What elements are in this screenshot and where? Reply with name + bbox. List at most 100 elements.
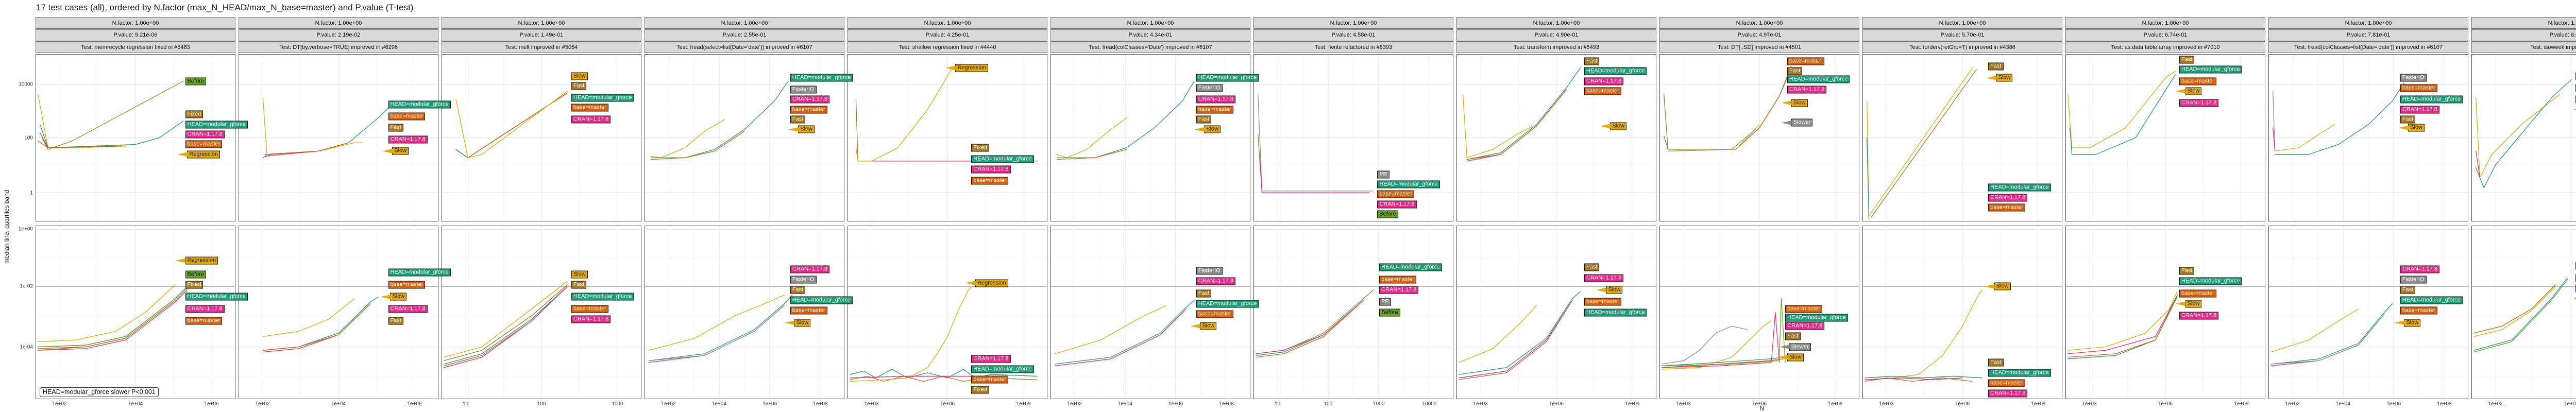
panel-grid <box>645 226 844 399</box>
series-label-before: Before <box>185 77 206 85</box>
strip-nfactor-9: N.factor: 1.00e+00 <box>1659 17 1859 29</box>
x-tick-label: 1e+08 <box>813 401 828 407</box>
strip-nfactor-8: N.factor: 1.00e+00 <box>1456 17 1656 29</box>
panel-col12-row2: CRAN=1.17.8 FasterIO Fast HEAD=modular_gfor… <box>2268 226 2468 399</box>
series-line <box>1664 95 1668 150</box>
series-label-fast: Fast <box>1988 62 2004 71</box>
series-label-head-modular-gforce: HEAD=modular_gforce <box>790 74 853 82</box>
series-line <box>1459 300 1572 378</box>
series-label-base-master: base=master <box>1785 305 1823 313</box>
series-line <box>1662 359 1783 368</box>
series-label-base-master: base=master <box>2179 77 2216 85</box>
strip-test-8: Test: transform improved in #5493 <box>1456 41 1656 53</box>
strip-test-4: Test: fread(select=list(Date='date')) im… <box>645 41 844 53</box>
series-line <box>38 141 126 148</box>
series-line <box>1459 291 1580 374</box>
series-line <box>2474 278 2567 351</box>
x-axis-label: N <box>1759 405 1765 412</box>
strip-test-5: Test: shallow regression fixed in #4440 <box>848 41 1047 53</box>
series-label-slow: Slow <box>784 319 811 327</box>
panel-grid <box>2472 226 2576 399</box>
series-label-fast: Fast <box>2400 115 2416 124</box>
series-label-slow: Slow <box>1190 322 1217 330</box>
series-label-fast: Fast <box>571 82 587 90</box>
series-label-cran-1-17-8: CRAN=1.17.8 <box>185 305 225 313</box>
series-label-cran-1-17-8: CRAN=1.17.8 <box>571 315 611 323</box>
series-label-base-master: base=master <box>571 305 608 313</box>
panel-col2-row2: HEAD=modular_gforce base=master Slow CRAN=1… <box>239 226 451 399</box>
x-tick-label: 1e+06 <box>1752 401 1767 407</box>
series-line <box>2271 309 2359 352</box>
series-line <box>444 285 567 360</box>
series-line <box>1867 138 1869 219</box>
x-tick-label: 1e+03 <box>1879 401 1894 407</box>
series-line <box>2476 79 2571 187</box>
strip-nfactor-3: N.factor: 1.00e+00 <box>442 17 641 29</box>
series-line <box>265 143 348 154</box>
panel-col7-row1: PR HEAD=modular_gforce base=master CRAN=1.1… <box>1253 54 1453 221</box>
series-label-before: Before <box>1379 308 1400 316</box>
series-line <box>1662 313 1780 368</box>
series-label-fixed: Fixed <box>971 144 990 152</box>
panel-col12-row1: FasterIO base=master HEAD=modular_gforce CR… <box>2268 54 2468 221</box>
series-label-head-modular-gforce: HEAD=modular_gforce <box>1787 75 1850 83</box>
series-line <box>1256 300 1363 355</box>
series-label-head-modular-gforce: HEAD=modular_gforce <box>1584 308 1647 316</box>
series-label-base-master: base=master <box>1988 203 2026 212</box>
panel-col6-row2: FasterIO CRAN=1.17.8 Fast HEAD=modular_gfor… <box>1050 226 1259 399</box>
strip-pvalue-9: P.value: 4.97e-01 <box>1659 29 1859 41</box>
x-tick-label: 1e+06 <box>762 401 777 407</box>
strip-test-6: Test: fread(colClasses='Date') improved … <box>1050 41 1250 53</box>
strip-nfactor-10: N.factor: 1.00e+00 <box>1862 17 2062 29</box>
series-label-fast: Fast <box>2179 56 2195 64</box>
series-label-fast: Fast <box>2179 267 2195 275</box>
series-label-head-modular-gforce: HEAD=modular_gforce <box>1988 369 2051 377</box>
x-tick-label: 1e+04 <box>2564 401 2576 407</box>
x-tick-label: 1e+06 <box>2386 401 2401 407</box>
series-line <box>651 119 725 158</box>
series-label-slow: Slow <box>2175 87 2202 95</box>
panel-grid <box>1051 55 1250 221</box>
series-line <box>1871 70 1976 217</box>
strip-nfactor-1: N.factor: 1.00e+00 <box>36 17 235 29</box>
series-label-fast: Fast <box>1196 289 1212 298</box>
series-label-fixed: Fixed <box>185 281 204 289</box>
series-line <box>2070 75 2176 154</box>
series-line <box>1055 300 1194 364</box>
series-label-head-modular-gforce: HEAD=modular_gforce <box>2400 296 2463 304</box>
series-label-pr: PR <box>1379 298 1392 306</box>
series-line <box>38 299 175 347</box>
series-line <box>651 131 744 160</box>
label-pointer <box>1779 345 1790 349</box>
panel-grid <box>1660 55 1859 221</box>
series-line <box>1258 95 1262 191</box>
series-label-head-modular-gforce: HEAD=modular_gforce <box>185 293 248 301</box>
panel-col13-row1: FastHEAD=modular_gforcebase=masterSlowCR… <box>2471 54 2576 221</box>
series-line <box>2068 295 2177 359</box>
series-label-base-master: base=master <box>2575 95 2576 104</box>
series-line <box>649 305 784 360</box>
series-label-head-modular-gforce: HEAD=modular_gforce <box>790 296 853 304</box>
series-label-head-modular-gforce: HEAD=modular_gforce <box>388 268 451 277</box>
series-line <box>856 99 858 161</box>
x-tick-label: 10 <box>462 401 469 407</box>
series-label-cran-1-17-8: CRAN=1.17.8 <box>790 95 829 104</box>
x-tick-label: 1e+02 <box>1067 401 1082 407</box>
label-pointer <box>175 258 186 263</box>
label-pointer <box>2398 125 2409 130</box>
series-line <box>649 305 784 363</box>
x-tick-label: 1e+04 <box>2335 401 2350 407</box>
panel-col11-row1: Fast HEAD=modular_gforce base=master Slow CR… <box>2065 54 2265 221</box>
strip-pvalue-2: P.value: 2.19e-02 <box>239 29 438 41</box>
series-line <box>1662 357 1783 366</box>
x-tick-label: 1e+02 <box>52 401 67 407</box>
panel-col6-row1: HEAD=modular_gforce FasterIO CRAN=1.17.8 ba… <box>1050 54 1259 221</box>
label-pointer <box>1781 120 1792 125</box>
series-line <box>1467 90 1566 161</box>
panel-grid <box>1051 226 1250 399</box>
series-label-cran-1-17-8: CRAN=1.17.8 <box>2179 312 2219 320</box>
strip-nfactor-11: N.factor: 1.00e+00 <box>2065 17 2265 29</box>
series-line <box>2476 95 2560 178</box>
panel-grid <box>2269 55 2468 221</box>
